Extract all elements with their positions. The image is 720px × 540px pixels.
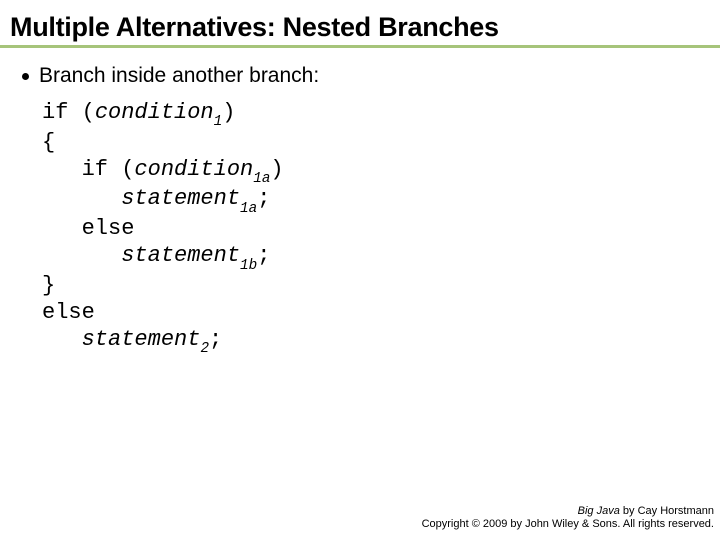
bullet-1: Branch inside another branch: xyxy=(22,64,319,88)
code-semi-3: ; xyxy=(209,327,222,352)
code-semi-1: ; xyxy=(257,186,270,211)
bullet-1-text: Branch inside another branch: xyxy=(39,64,319,88)
code-kw-if: if ( xyxy=(42,100,95,125)
footer-book-title: Big Java xyxy=(578,505,620,517)
code-pad-5 xyxy=(42,243,121,268)
code-sub-stmt2: 2 xyxy=(200,341,209,357)
footer-line-2: Copyright © 2009 by John Wiley & Sons. A… xyxy=(422,518,714,532)
footer-line-1: Big Java by Cay Horstmann xyxy=(422,505,714,519)
code-id-condition1: condition xyxy=(95,100,214,125)
bullet-dot-icon xyxy=(22,73,29,80)
code-semi-2: ; xyxy=(257,243,270,268)
slide-title-bar: Multiple Alternatives: Nested Branches xyxy=(0,8,720,49)
code-block: if (condition1) { if (condition1a) state… xyxy=(42,100,284,356)
code-id-statement1b: statement xyxy=(121,243,240,268)
slide-footer: Big Java by Cay Horstmann Copyright © 20… xyxy=(422,505,714,533)
code-kw-else-inner: else xyxy=(42,216,134,241)
code-sub-1a: 1a xyxy=(253,171,270,187)
code-pad-3 xyxy=(42,186,121,211)
code-kw-if-inner: if ( xyxy=(42,157,134,182)
code-sub-1: 1 xyxy=(214,114,223,130)
footer-author: by Cay Horstmann xyxy=(620,505,714,517)
code-brace-close: } xyxy=(42,273,55,298)
code-sub-stmt1b: 1b xyxy=(240,258,257,274)
code-brace-open: { xyxy=(42,130,55,155)
code-sub-stmt1a: 1a xyxy=(240,201,257,217)
title-underline xyxy=(0,45,720,48)
code-id-statement1a: statement xyxy=(121,186,240,211)
code-pad-8 xyxy=(42,327,82,352)
slide-title: Multiple Alternatives: Nested Branches xyxy=(10,12,710,43)
code-paren-2: ) xyxy=(270,157,283,182)
code-id-statement2: statement xyxy=(82,327,201,352)
code-id-condition1a: condition xyxy=(134,157,253,182)
code-kw-else: else xyxy=(42,300,95,325)
code-paren: ) xyxy=(222,100,235,125)
